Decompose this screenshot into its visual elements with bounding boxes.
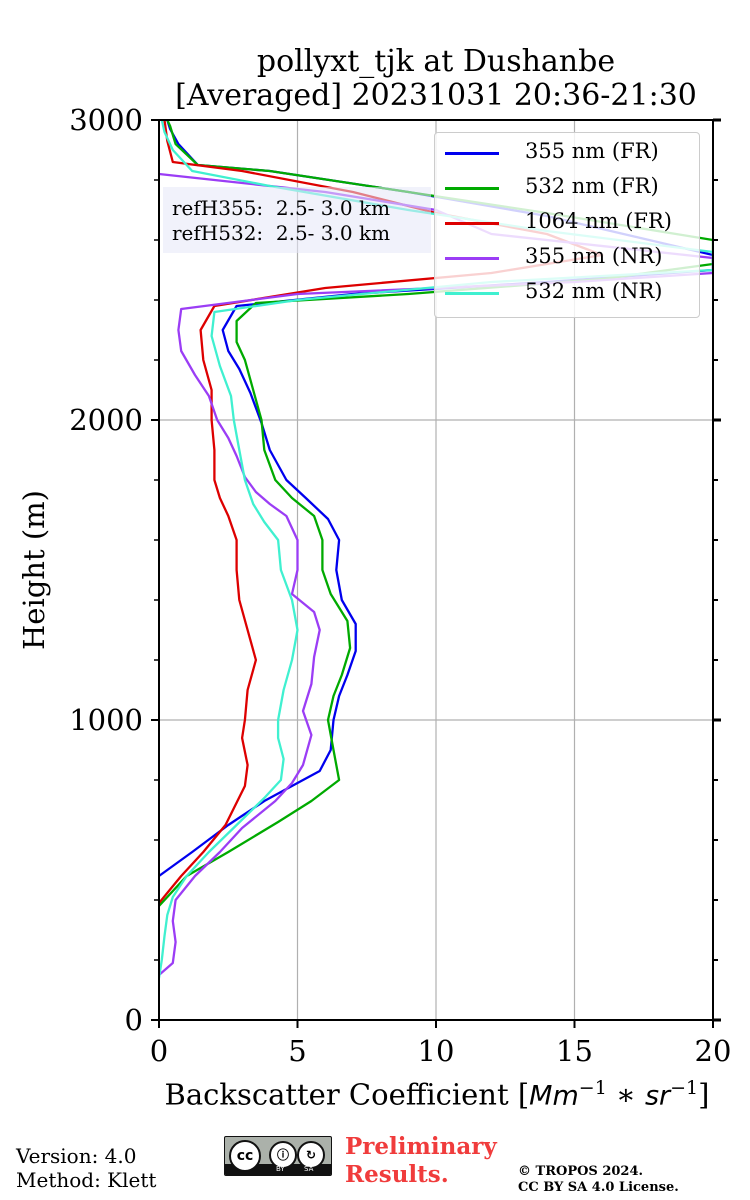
ref-height-355: refH355: 2.5- 3.0 km	[172, 196, 391, 220]
copyright-line1: © TROPOS 2024.	[518, 1164, 644, 1179]
legend-line-355-fr	[445, 152, 499, 155]
legend-item: 1064 nm (FR)	[445, 209, 695, 237]
version-text: Version: 4.0	[16, 1144, 137, 1168]
x-axis-label-text: Backscatter Coefficient [	[164, 1077, 530, 1112]
x-tick-label: 10	[418, 1034, 455, 1068]
badge-by-label: BY	[276, 1165, 285, 1173]
x-axis-unit-mult: ∗	[606, 1077, 645, 1112]
y-axis-label: Height (m)	[17, 490, 51, 650]
legend-item: 532 nm (FR)	[445, 174, 695, 202]
chart-title-line1: pollyxt_tjk at Dushanbe	[256, 44, 616, 79]
x-axis-label-close: ]	[698, 1077, 710, 1112]
legend-line-355-nr	[445, 257, 499, 260]
x-axis-unit-exp1: −1	[578, 1077, 607, 1099]
legend-line-1064-fr	[445, 222, 499, 225]
badge-sa-label: SA	[304, 1165, 314, 1173]
legend-label: 532 nm (NR)	[525, 279, 663, 303]
y-tick-label: 1000	[69, 703, 143, 737]
x-axis-label: Backscatter Coefficient [Mm−1 ∗ sr−1]	[165, 1077, 710, 1112]
y-tick-label: 3000	[69, 103, 143, 137]
method-text: Method: Klett	[16, 1168, 157, 1192]
x-tick-label: 15	[556, 1034, 593, 1068]
x-axis-unit-sr: sr	[644, 1080, 671, 1112]
x-axis-unit-mm: Mm	[529, 1080, 579, 1112]
preliminary-results: Preliminary Results.	[345, 1133, 497, 1189]
reference-height-box	[163, 187, 431, 253]
legend-item: 532 nm (NR)	[445, 279, 695, 307]
x-tick-label: 0	[150, 1034, 168, 1068]
legend-item: 355 nm (NR)	[445, 244, 695, 272]
legend: 355 nm (FR) 532 nm (FR) 1064 nm (FR) 355…	[434, 132, 700, 318]
cc-badge-band	[225, 1164, 331, 1175]
x-axis-unit-exp2: −1	[670, 1077, 699, 1099]
legend-label: 355 nm (NR)	[525, 244, 663, 268]
legend-label: 355 nm (FR)	[525, 139, 659, 163]
y-tick-label: 0	[125, 1003, 143, 1037]
x-tick-label: 5	[288, 1034, 306, 1068]
share-alike-icon: ↻	[297, 1141, 325, 1169]
x-tick-label: 20	[695, 1034, 732, 1068]
chart-title-line2: [Averaged] 20231031 20:36-21:30	[175, 78, 697, 113]
copyright-notice: © TROPOS 2024. CC BY SA 4.0 License.	[518, 1164, 679, 1196]
legend-line-532-fr	[445, 187, 499, 190]
legend-line-532-nr	[445, 292, 499, 295]
ref-height-532: refH532: 2.5- 3.0 km	[172, 221, 391, 245]
preliminary-line2: Results.	[345, 1161, 449, 1188]
preliminary-line1: Preliminary	[345, 1133, 497, 1160]
axis-ticks: 0 5 10 15 20 0 1000 2000 3000	[69, 103, 731, 1068]
copyright-line2: CC BY SA 4.0 License.	[518, 1180, 679, 1195]
y-tick-label: 2000	[69, 403, 143, 437]
legend-item: 355 nm (FR)	[445, 139, 695, 167]
attribution-person-icon: ⓘ	[269, 1141, 297, 1169]
cc-license-badge: cc ⓘ ↻ BY SA	[224, 1136, 332, 1176]
cc-logo-icon: cc	[229, 1140, 261, 1172]
legend-label: 1064 nm (FR)	[525, 209, 672, 233]
legend-label: 532 nm (FR)	[525, 174, 659, 198]
